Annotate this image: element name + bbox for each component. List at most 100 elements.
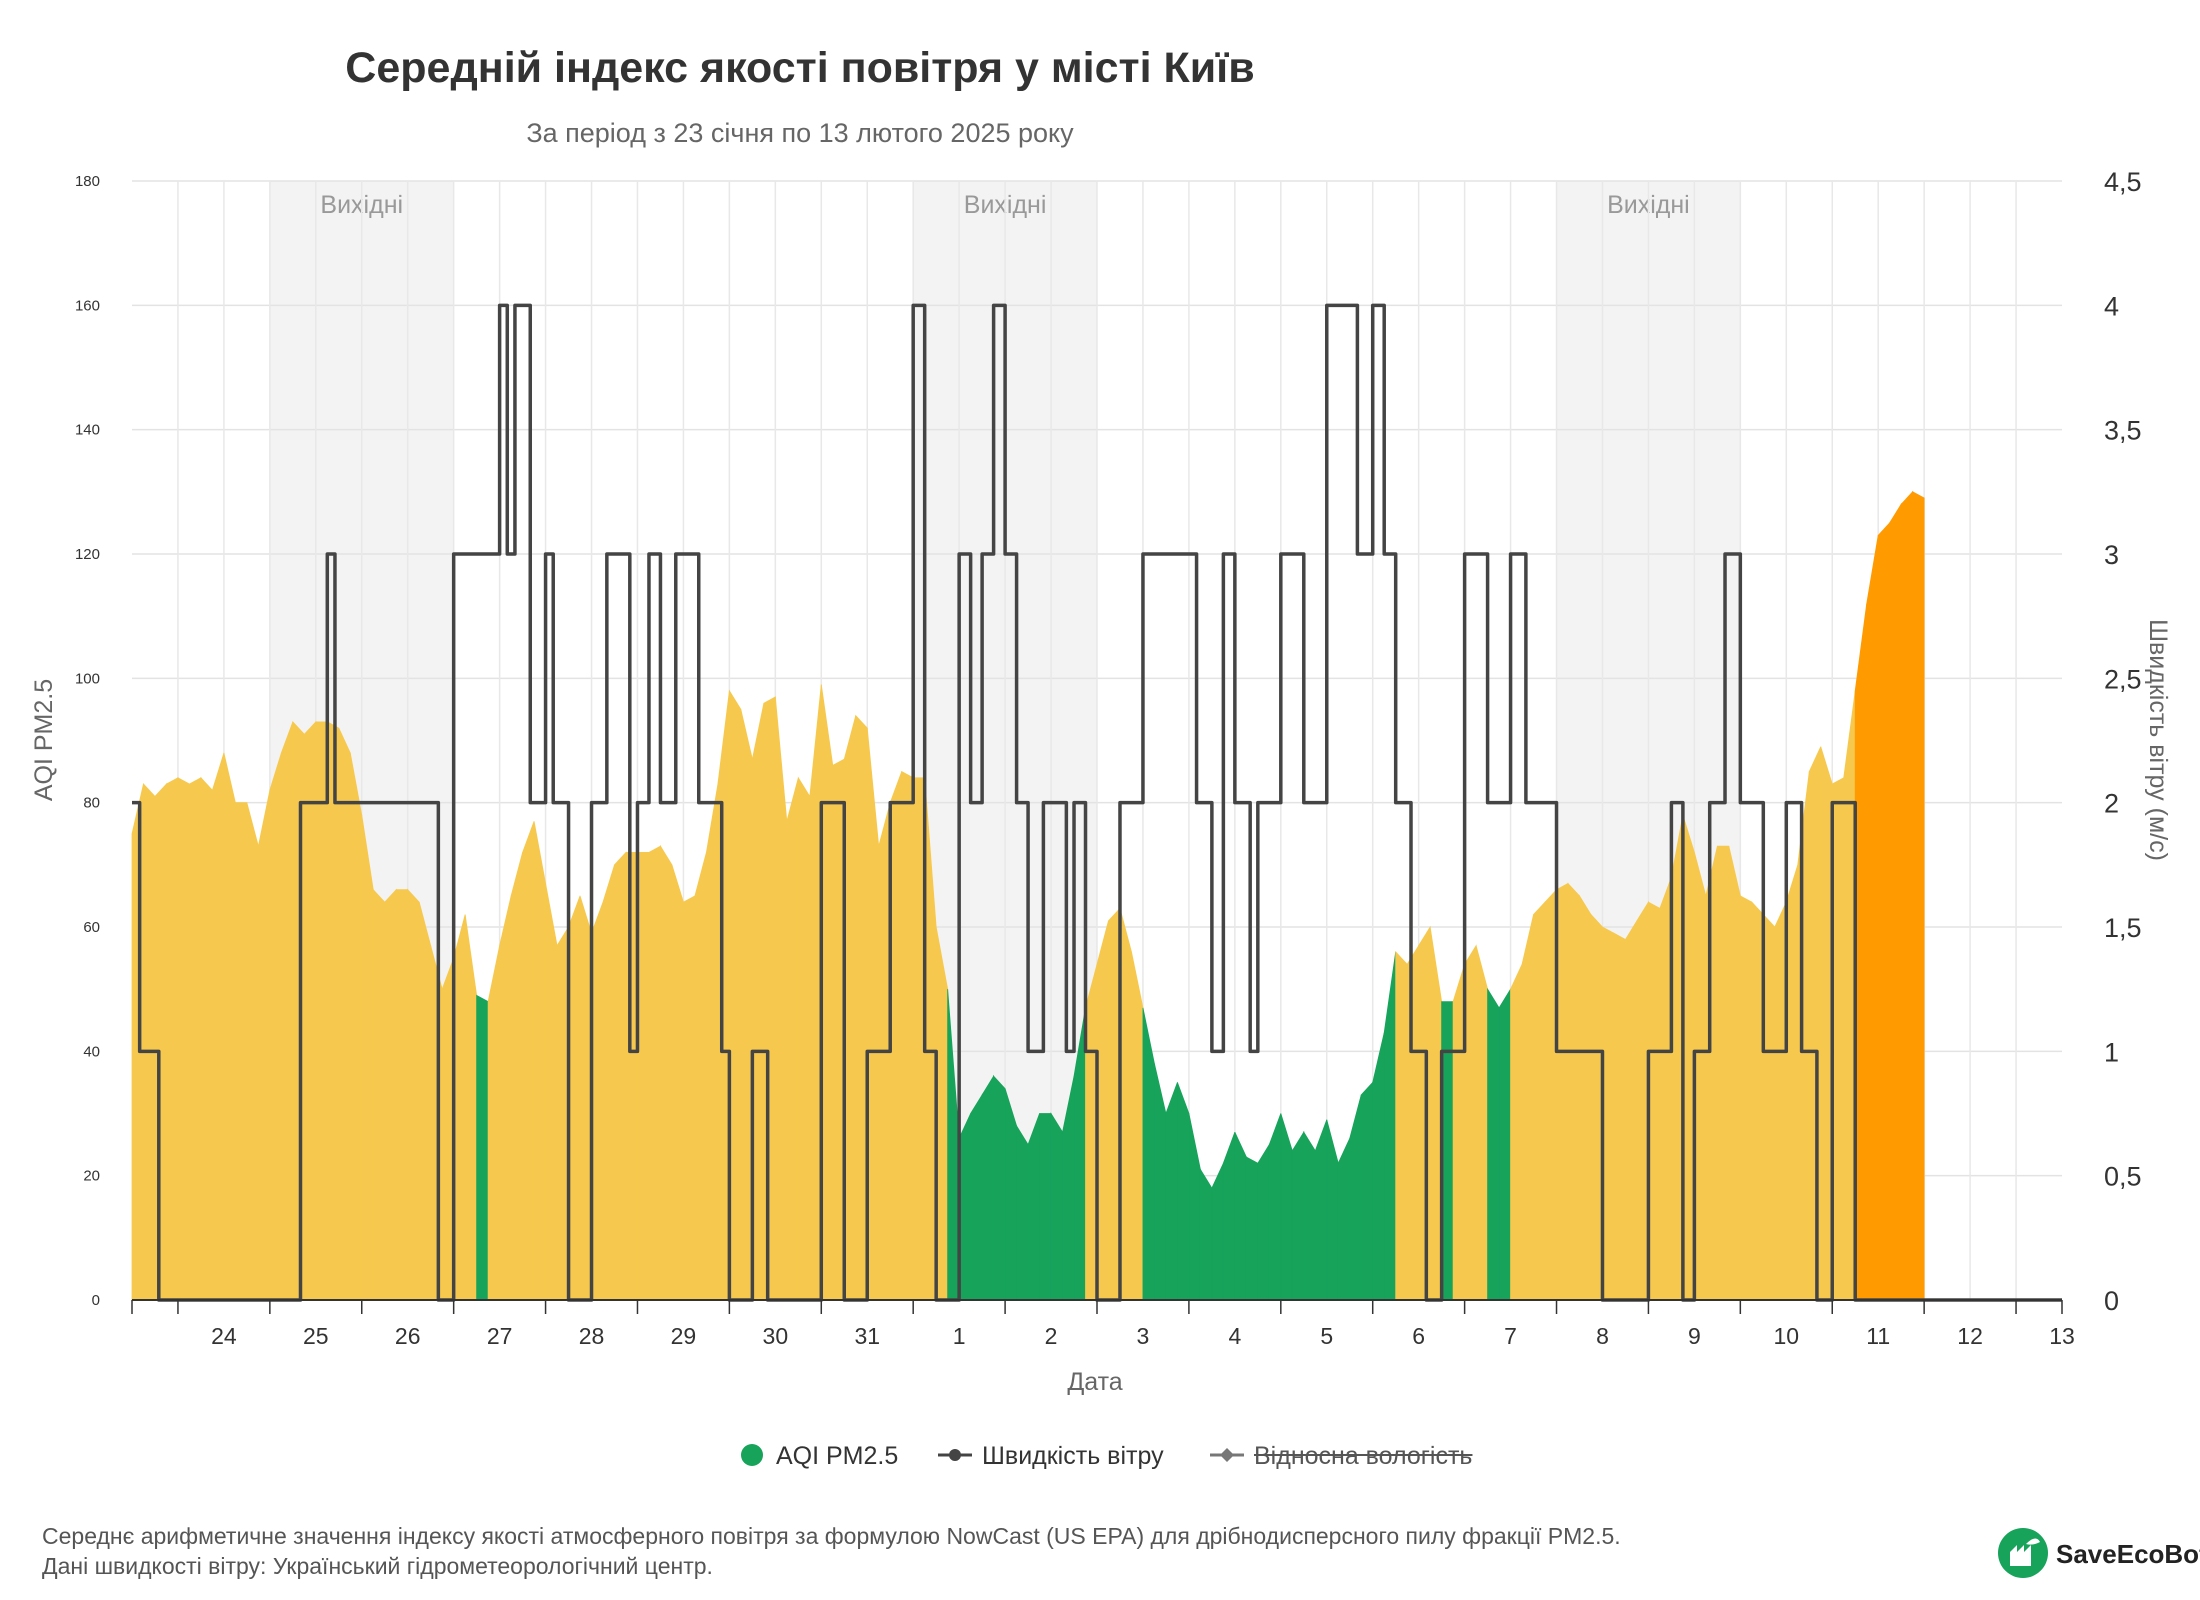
aqi-area-segment[interactable] [1533, 901, 1546, 1301]
aqi-area-segment[interactable] [1912, 491, 1925, 1301]
aqi-area-segment[interactable] [1579, 894, 1592, 1301]
aqi-area-segment[interactable] [1372, 1032, 1385, 1301]
aqi-area-segment[interactable] [1900, 490, 1914, 1301]
aqi-area-segment[interactable] [1337, 1138, 1351, 1301]
aqi-area-segment[interactable] [464, 914, 478, 1301]
aqi-area-segment[interactable] [1383, 951, 1397, 1301]
aqi-area-segment[interactable] [1188, 1113, 1201, 1301]
aqi-area-segment[interactable] [1165, 1082, 1178, 1301]
aqi-area-segment[interactable] [487, 945, 501, 1301]
aqi-area-segment[interactable] [1705, 846, 1718, 1301]
aqi-area-segment[interactable] [1257, 1143, 1270, 1301]
aqi-area-segment[interactable] [418, 902, 432, 1301]
aqi-area-segment[interactable] [395, 889, 409, 1301]
wind-speed-series[interactable] [132, 303, 2062, 1302]
aqi-area-segment[interactable] [326, 721, 340, 1301]
aqi-area-segment[interactable] [1199, 1168, 1213, 1301]
aqi-area-segment[interactable] [1625, 919, 1638, 1301]
aqi-area-segment[interactable] [499, 895, 512, 1301]
aqi-area-segment[interactable] [189, 777, 202, 1301]
aqi-area-segment[interactable] [1808, 746, 1822, 1301]
wind-speed-line[interactable] [132, 303, 2062, 1302]
aqi-area-segment[interactable] [1303, 1130, 1316, 1301]
aqi-area-segment[interactable] [786, 777, 799, 1301]
aqi-area-segment[interactable] [1222, 1132, 1236, 1301]
aqi-area-segment[interactable] [1050, 1112, 1063, 1301]
aqi-area-segment[interactable] [1613, 932, 1626, 1301]
aqi-area-segment[interactable] [257, 790, 271, 1301]
aqi-area-segment[interactable] [1395, 950, 1408, 1301]
aqi-area-segment[interactable] [1889, 502, 1902, 1301]
aqi-area-segment[interactable] [545, 883, 558, 1301]
aqi-area-segment[interactable] [1016, 1124, 1029, 1301]
aqi-area-segment[interactable] [1521, 914, 1534, 1301]
aqi-area-segment[interactable] [1797, 771, 1810, 1301]
legend-item-wind[interactable]: Швидкість вітру [938, 1442, 1164, 1470]
aqi-area-segment[interactable] [372, 888, 386, 1301]
aqi-area-segment[interactable] [200, 776, 213, 1301]
aqi-area-segment[interactable] [1314, 1119, 1328, 1301]
aqi-area-segment[interactable] [1728, 846, 1741, 1301]
aqi-area-segment[interactable] [1245, 1156, 1259, 1301]
aqi-area-segment[interactable] [1291, 1130, 1305, 1301]
aqi-area-segment[interactable] [269, 752, 282, 1301]
aqi-area-segment[interactable] [1027, 1113, 1040, 1301]
aqi-area-segment[interactable] [303, 720, 317, 1301]
aqi-area-segment[interactable] [349, 752, 363, 1301]
aqi-area-segment[interactable] [1877, 521, 1891, 1301]
aqi-area-segment[interactable] [1268, 1113, 1282, 1301]
aqi-area-segment[interactable] [1039, 1113, 1052, 1301]
aqi-area-segment[interactable] [384, 888, 397, 1301]
aqi-area-segment[interactable] [166, 777, 179, 1301]
aqi-area-segment[interactable] [246, 802, 259, 1301]
aqi-area-segment[interactable] [1280, 1113, 1293, 1301]
aqi-area-segment[interactable] [533, 821, 546, 1301]
aqi-area-segment[interactable] [292, 720, 305, 1301]
aqi-area-segment[interactable] [981, 1074, 995, 1301]
aqi-area-segment[interactable] [1739, 895, 1753, 1301]
aqi-area-segment[interactable] [1234, 1131, 1247, 1301]
aqi-area-segment[interactable] [797, 776, 811, 1301]
aqi-area-segment[interactable] [280, 721, 294, 1301]
aqi-area-segment[interactable] [1177, 1082, 1190, 1301]
aqi-area-segment[interactable] [510, 852, 523, 1301]
aqi-area-segment[interactable] [1567, 882, 1580, 1301]
aqi-area-segment[interactable] [683, 895, 696, 1301]
aqi-area-segment[interactable] [901, 770, 914, 1301]
aqi-area-segment[interactable] [177, 777, 190, 1301]
aqi-area-segment[interactable] [671, 864, 684, 1301]
aqi-area-segment[interactable] [1326, 1119, 1339, 1301]
legend-item-aqi[interactable]: AQI PM2.5 [741, 1442, 898, 1470]
aqi-area-segment[interactable] [234, 802, 248, 1301]
aqi-area-segment[interactable] [1349, 1094, 1362, 1301]
aqi-area-segment[interactable] [1418, 925, 1431, 1301]
aqi-area-segment[interactable] [1360, 1081, 1374, 1301]
aqi-area-segment[interactable] [763, 696, 776, 1301]
aqi-area-segment[interactable] [131, 783, 144, 1301]
brand-logo[interactable]: SaveEcoBot [1998, 1528, 2200, 1578]
aqi-area-segment[interactable] [1498, 987, 1511, 1301]
aqi-area-segment[interactable] [1487, 987, 1500, 1301]
aqi-area-segment[interactable] [706, 783, 719, 1301]
aqi-area-segment[interactable] [694, 852, 707, 1301]
aqi-area-segment[interactable] [1475, 945, 1488, 1301]
aqi-area-segment[interactable] [1131, 951, 1144, 1301]
aqi-area-segment[interactable] [1716, 845, 1730, 1301]
aqi-area-segment[interactable] [1154, 1063, 1167, 1301]
aqi-area-segment[interactable] [648, 845, 661, 1301]
aqi-area-segment[interactable] [970, 1093, 983, 1301]
aqi-area-segment[interactable] [993, 1075, 1006, 1301]
aqi-area-segment[interactable] [430, 945, 443, 1301]
aqi-area-segment[interactable] [774, 696, 788, 1301]
aqi-area-segment[interactable] [1406, 944, 1420, 1301]
aqi-area-segment[interactable] [1211, 1163, 1224, 1301]
aqi-area-segment[interactable] [614, 851, 627, 1301]
aqi-area-segment[interactable] [143, 782, 156, 1301]
aqi-area-segment[interactable] [1510, 964, 1523, 1301]
aqi-area-segment[interactable] [660, 844, 673, 1301]
aqi-area-segment[interactable] [223, 752, 236, 1301]
aqi-area-segment[interactable] [602, 864, 615, 1301]
aqi-area-segment[interactable] [522, 821, 535, 1301]
aqi-area-segment[interactable] [212, 752, 225, 1301]
aqi-area-segment[interactable] [154, 782, 167, 1301]
